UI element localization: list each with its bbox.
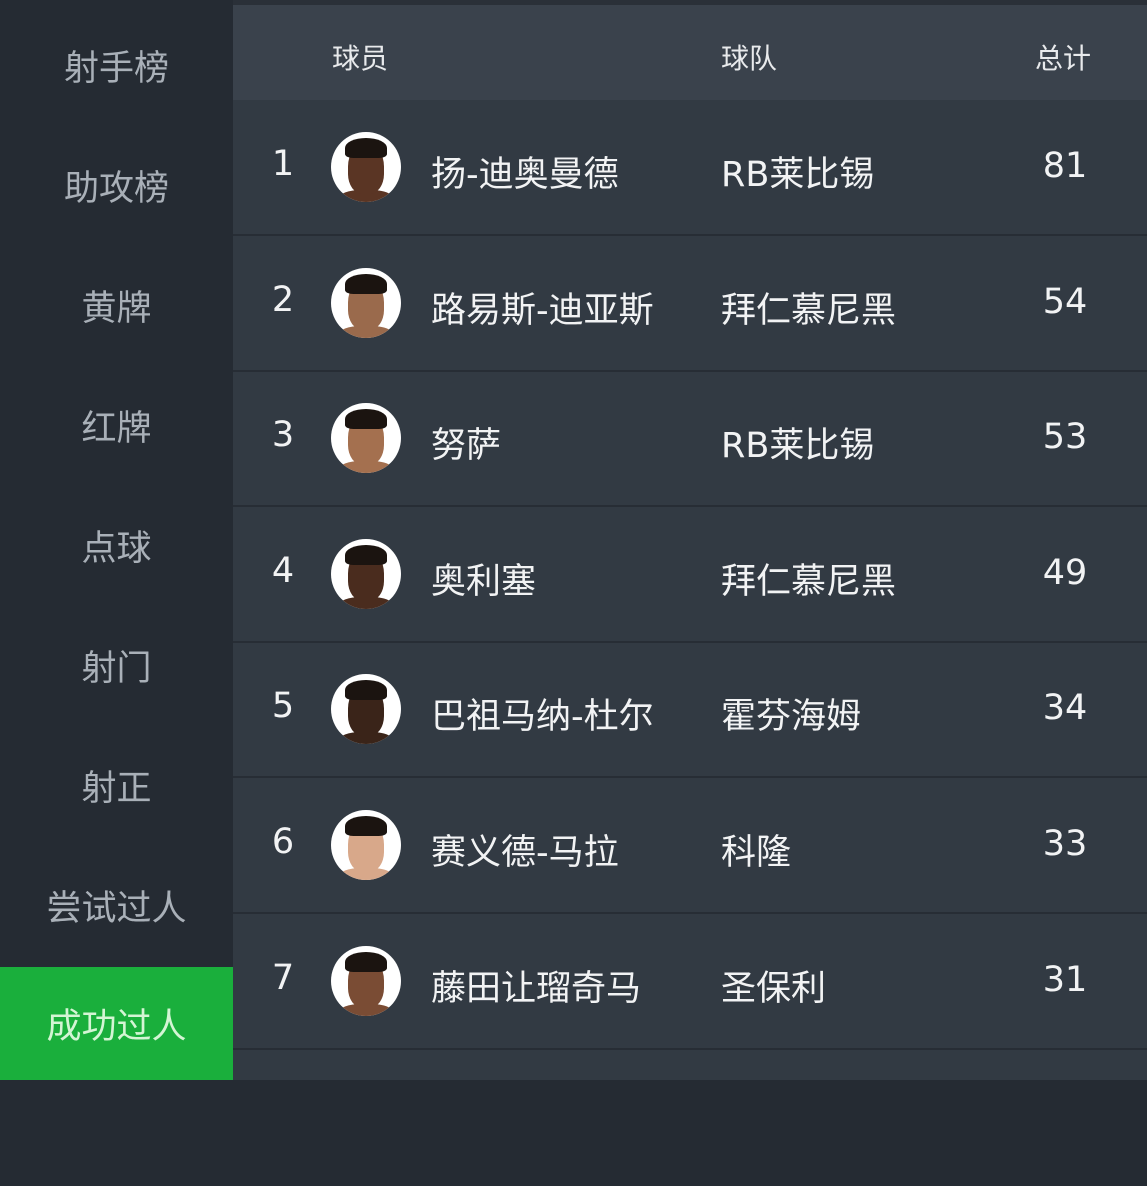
avatar-hair bbox=[345, 680, 387, 701]
top-strip bbox=[233, 0, 1147, 5]
player-avatar[interactable] bbox=[331, 132, 401, 202]
total-value: 53 bbox=[1042, 417, 1088, 458]
table-row[interactable]: 7 藤田让瑠奇马 圣保利 31 bbox=[233, 914, 1147, 1050]
sidebar-item-3[interactable]: 红牌 bbox=[81, 408, 152, 449]
rank: 5 bbox=[271, 686, 295, 727]
player-avatar[interactable] bbox=[331, 674, 401, 745]
sidebar-item-7[interactable]: 尝试过人 bbox=[46, 888, 187, 929]
sidebar-item-5[interactable]: 射门 bbox=[81, 648, 152, 689]
rank: 1 bbox=[271, 144, 295, 184]
table-header: 球员 球队 总计 bbox=[233, 5, 1147, 100]
team-name[interactable]: 拜仁慕尼黑 bbox=[721, 290, 897, 331]
player-name[interactable]: 奥利塞 bbox=[431, 561, 537, 602]
total-value: 49 bbox=[1042, 552, 1088, 593]
header-player: 球员 bbox=[332, 42, 389, 75]
category-sidebar: 射手榜助攻榜黄牌红牌点球射门射正尝试过人成功过人 bbox=[0, 0, 233, 1080]
player-name[interactable]: 努萨 bbox=[431, 426, 502, 467]
table-row-partial bbox=[233, 1050, 1147, 1186]
avatar-body bbox=[339, 190, 393, 202]
player-avatar[interactable] bbox=[331, 810, 401, 880]
rank: 7 bbox=[271, 957, 295, 998]
player-name[interactable]: 路易斯-迪亚斯 bbox=[431, 290, 654, 331]
sidebar-item-2[interactable]: 黄牌 bbox=[81, 288, 152, 329]
header-total: 总计 bbox=[1035, 42, 1092, 75]
avatar-hair bbox=[345, 544, 387, 565]
avatar-body bbox=[339, 461, 393, 474]
table-row[interactable]: 1 扬-迪奥曼德 RB莱比锡 81 bbox=[233, 100, 1147, 236]
avatar-body bbox=[339, 732, 393, 745]
player-name[interactable]: 藤田让瑠奇马 bbox=[431, 968, 642, 1009]
sidebar-item-1[interactable]: 助攻榜 bbox=[63, 168, 169, 209]
table-row[interactable]: 2 路易斯-迪亚斯 拜仁慕尼黑 54 bbox=[233, 236, 1147, 372]
rank: 3 bbox=[271, 415, 295, 456]
total-value: 31 bbox=[1042, 959, 1088, 1000]
table-row[interactable]: 5 巴祖马纳-杜尔 霍芬海姆 34 bbox=[233, 642, 1147, 779]
ranking-table: 球员 球队 总计 1 扬-迪奥曼德 RB莱比锡 81 2 路易斯-迪亚斯 拜仁慕尼黑 54 3 努… bbox=[233, 0, 1147, 1080]
team-name[interactable]: RB莱比锡 bbox=[721, 426, 875, 467]
player-name[interactable]: 巴祖马纳-杜尔 bbox=[431, 697, 654, 738]
sidebar-item-6[interactable]: 射正 bbox=[81, 768, 152, 809]
team-name[interactable]: 拜仁慕尼黑 bbox=[721, 561, 897, 602]
rank: 6 bbox=[271, 822, 295, 862]
avatar-body bbox=[339, 868, 393, 880]
total-value: 81 bbox=[1042, 146, 1088, 186]
team-name[interactable]: 科隆 bbox=[721, 833, 792, 873]
avatar-hair bbox=[345, 816, 387, 836]
sidebar-item-0[interactable]: 射手榜 bbox=[63, 48, 169, 89]
player-name[interactable]: 赛义德-马拉 bbox=[431, 833, 619, 873]
player-avatar[interactable] bbox=[331, 538, 401, 609]
rank: 4 bbox=[271, 550, 295, 591]
avatar-hair bbox=[345, 138, 387, 158]
avatar-hair bbox=[345, 409, 387, 430]
total-value: 34 bbox=[1042, 688, 1088, 729]
rank: 2 bbox=[271, 279, 295, 320]
table-row[interactable]: 4 奥利塞 拜仁慕尼黑 49 bbox=[233, 507, 1147, 643]
avatar-body bbox=[339, 1003, 393, 1016]
avatar-hair bbox=[345, 951, 387, 972]
sidebar-item-4[interactable]: 点球 bbox=[81, 528, 152, 569]
team-name[interactable]: 霍芬海姆 bbox=[721, 697, 862, 738]
table-row[interactable]: 6 赛义德-马拉 科隆 33 bbox=[233, 778, 1147, 914]
avatar-body bbox=[339, 596, 393, 609]
header-team: 球队 bbox=[721, 42, 778, 75]
team-name[interactable]: 圣保利 bbox=[721, 968, 827, 1009]
team-name[interactable]: RB莱比锡 bbox=[721, 155, 875, 195]
player-name[interactable]: 扬-迪奥曼德 bbox=[431, 155, 619, 195]
sidebar-item-8[interactable]: 成功过人 bbox=[0, 967, 233, 1080]
avatar-body bbox=[339, 325, 393, 338]
player-avatar[interactable] bbox=[331, 267, 401, 338]
total-value: 33 bbox=[1042, 824, 1088, 864]
avatar-hair bbox=[345, 273, 387, 294]
player-avatar[interactable] bbox=[331, 403, 401, 474]
total-value: 54 bbox=[1042, 281, 1088, 322]
table-row[interactable]: 3 努萨 RB莱比锡 53 bbox=[233, 371, 1147, 508]
player-avatar[interactable] bbox=[331, 945, 401, 1016]
